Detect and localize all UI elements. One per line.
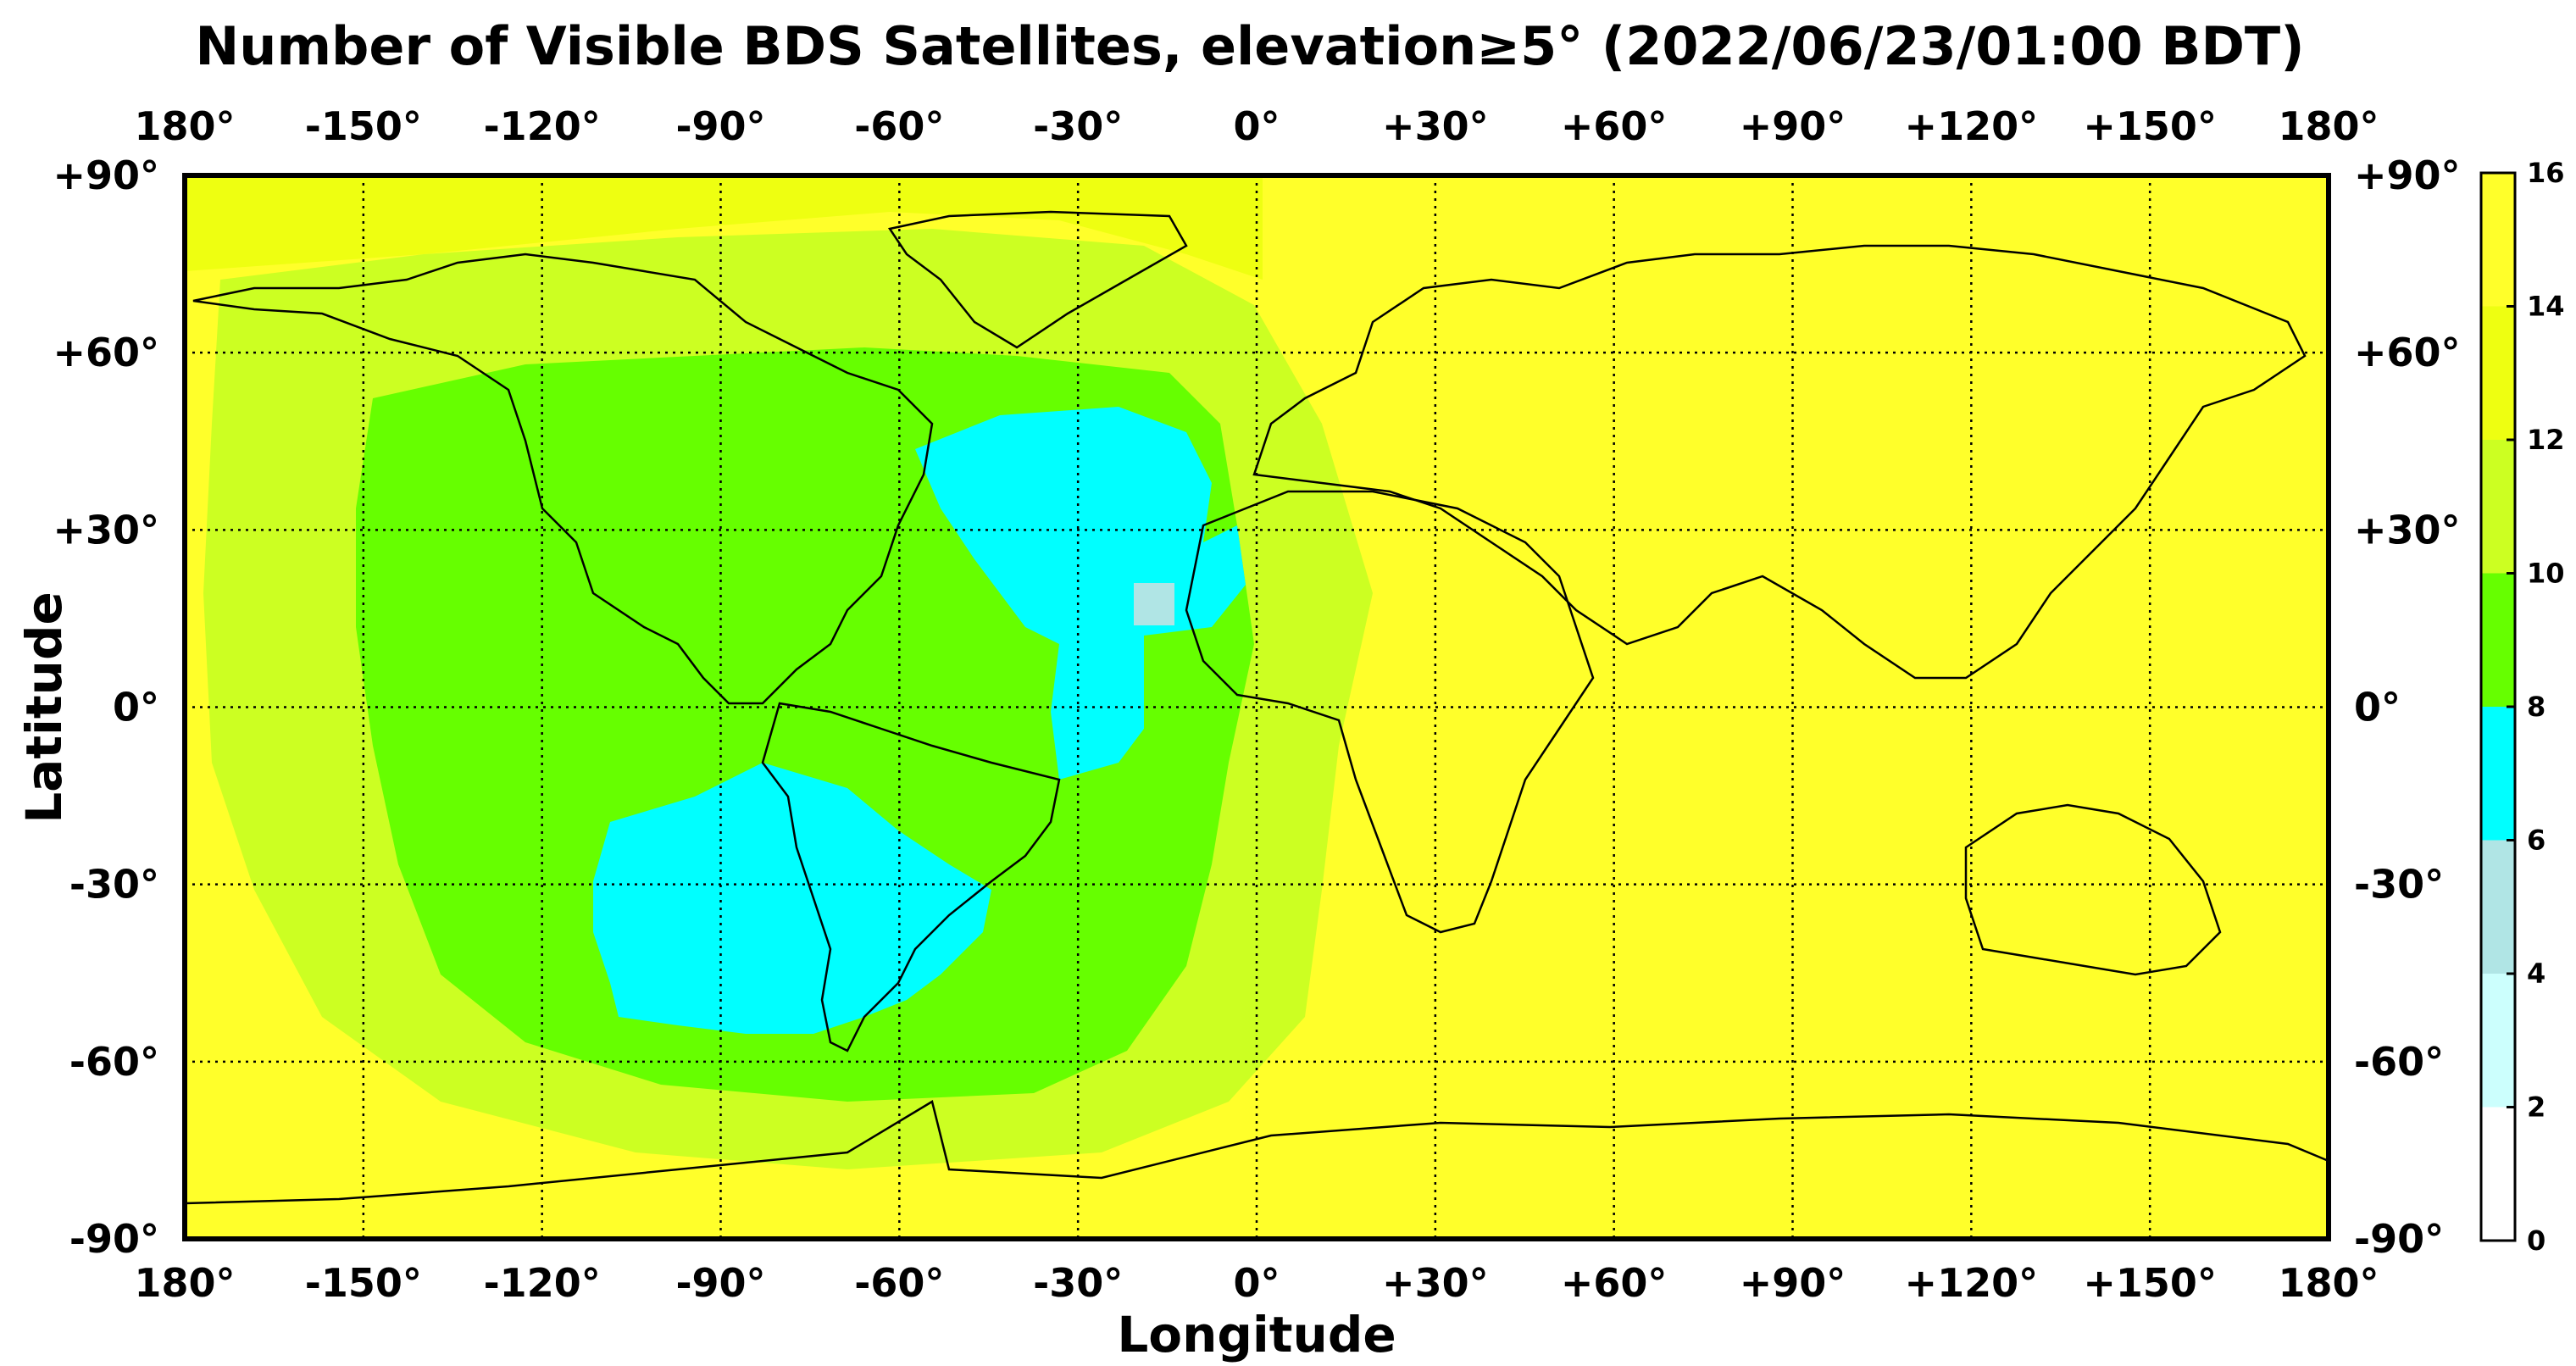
latitude-ticks-left: +90° +60° +30° 0° -30° -60° -90°: [53, 153, 159, 1262]
colorbar-bin: [2481, 173, 2515, 307]
lon-tick-label-bottom: +150°: [2083, 1260, 2217, 1306]
lon-tick-label-bottom: +30°: [1382, 1260, 1489, 1306]
x-axis-label: Longitude: [1117, 1306, 1396, 1363]
lon-tick-label-bottom: 180°: [134, 1260, 235, 1306]
lon-tick-label-bottom: 180°: [2278, 1260, 2379, 1306]
lon-tick-label-top: +150°: [2083, 103, 2217, 149]
lon-tick-label-bottom: +90°: [1740, 1260, 1846, 1306]
lon-tick-label-bottom: +120°: [1905, 1260, 2039, 1306]
lat-tick-label-right: 0°: [2354, 685, 2401, 730]
band-6-8-north-atlantic: [915, 407, 1246, 780]
lat-tick-label-right: -60°: [2354, 1039, 2444, 1085]
colorbar-bin: [2481, 573, 2515, 707]
coastline-antarctica: [184, 1100, 2329, 1205]
coastline-south-america: [761, 702, 1061, 1052]
lon-tick-label-bottom: -30°: [1033, 1260, 1123, 1306]
colorbar-tick-label: 16: [2527, 157, 2565, 189]
y-axis-label: Latitude: [15, 591, 73, 824]
colorbar-tick-label: 12: [2527, 424, 2565, 456]
lat-tick-label-left: +60°: [53, 330, 159, 375]
colorbar: 0 2 4 6 8 10 12 14 16: [2479, 157, 2565, 1257]
longitude-ticks-top: 180° -150° -120° -90° -60° -30° 0° +30° +60° +90°…: [134, 103, 2379, 149]
lon-tick-label-bottom: 0°: [1233, 1260, 1280, 1306]
lon-tick-label-top: +30°: [1382, 103, 1489, 149]
lon-tick-label-top: 180°: [2278, 103, 2379, 149]
coastline-australia: [1964, 803, 2222, 976]
lat-tick-label-left: +90°: [53, 153, 159, 198]
band-12-14-north: [185, 175, 1263, 280]
lon-tick-label-top: -120°: [484, 103, 601, 149]
lat-tick-label-right: +30°: [2354, 507, 2461, 553]
lon-tick-label-bottom: -120°: [484, 1260, 601, 1306]
latitude-ticks-right: +90° +60° +30° 0° -30° -60° -90°: [2354, 153, 2461, 1262]
lon-tick-label-top: -60°: [854, 103, 944, 149]
lat-tick-label-right: +90°: [2354, 153, 2461, 198]
coastlines: [184, 210, 2329, 1205]
lon-tick-label-top: 180°: [134, 103, 235, 149]
band-6-8-south-america: [593, 763, 991, 1034]
lon-tick-label-bottom: -60°: [854, 1260, 944, 1306]
lon-tick-label-top: +90°: [1740, 103, 1846, 149]
map-gridlines: [185, 175, 2329, 1239]
lon-tick-label-bottom: +60°: [1561, 1260, 1668, 1306]
colorbar-tick-label: 8: [2527, 691, 2545, 723]
map-title: Number of Visible BDS Satellites, elevat…: [195, 15, 2305, 77]
map-frame: [182, 173, 2331, 1241]
colorbar-bin: [2481, 840, 2515, 974]
colorbar-tick-label: 2: [2527, 1091, 2545, 1124]
colorbar-tick-label: 4: [2527, 958, 2545, 990]
colorbar-tick-label: 6: [2527, 825, 2545, 857]
lat-tick-label-right: +60°: [2354, 330, 2461, 375]
lon-tick-label-top: +120°: [1905, 103, 2039, 149]
lat-tick-label-left: -90°: [69, 1216, 159, 1262]
colorbar-tick-label: 10: [2527, 558, 2565, 590]
lon-tick-label-top: +60°: [1561, 103, 1668, 149]
lat-tick-label-left: 0°: [113, 685, 159, 730]
longitude-ticks-bottom: 180° -150° -120° -90° -60° -30° 0° +30° +60° +90°…: [134, 1260, 2379, 1306]
lat-tick-label-left: -30°: [69, 862, 159, 908]
coastline-eurasia: [1252, 244, 2307, 680]
colorbar-bin: [2481, 306, 2515, 440]
colorbar-bin: [2481, 974, 2515, 1108]
lon-tick-label-top: 0°: [1233, 103, 1280, 149]
lat-tick-label-left: +30°: [53, 507, 159, 553]
colorbar-tick-label: 14: [2527, 291, 2565, 323]
lat-tick-label-right: -30°: [2354, 862, 2444, 908]
coastline-greenland: [887, 210, 1188, 349]
lon-tick-label-bottom: -150°: [305, 1260, 422, 1306]
coastline-africa: [1185, 490, 1595, 934]
colorbar-bin: [2481, 1107, 2515, 1241]
colorbar-bin: [2481, 707, 2515, 841]
lon-tick-label-top: -30°: [1033, 103, 1123, 149]
band-4-6-west-africa: [1134, 583, 1174, 625]
colorbar-bin: [2481, 440, 2515, 574]
lat-tick-label-left: -60°: [69, 1039, 159, 1085]
lon-tick-label-bottom: -90°: [675, 1260, 765, 1306]
lon-tick-label-top: -150°: [305, 103, 422, 149]
coastline-north-america: [192, 253, 934, 705]
lat-tick-label-right: -90°: [2354, 1216, 2444, 1262]
lon-tick-label-top: -90°: [675, 103, 765, 149]
colorbar-tick-label: 0: [2527, 1224, 2545, 1257]
